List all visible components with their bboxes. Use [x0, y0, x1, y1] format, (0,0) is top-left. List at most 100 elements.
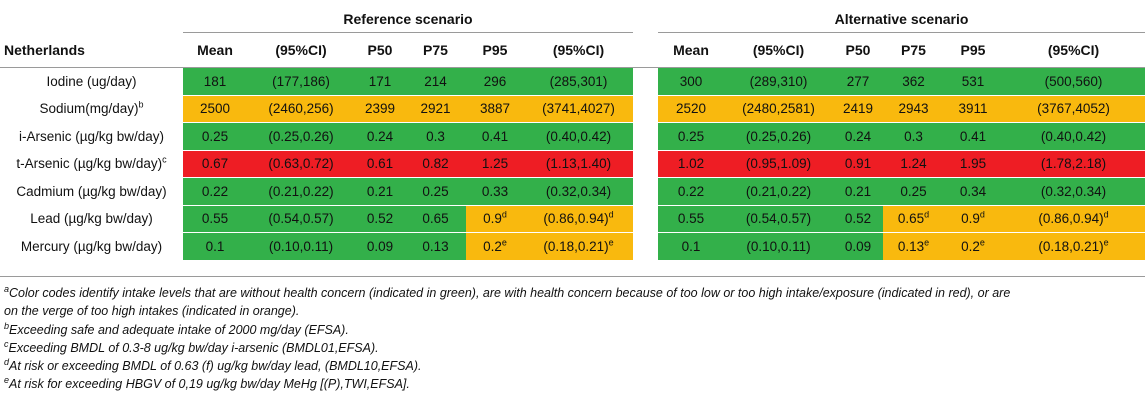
reference-cell: 0.52: [355, 205, 405, 233]
cell-value: 0.22: [201, 183, 229, 199]
reference-cell: 0.82: [405, 150, 466, 178]
cell-value: (289,310): [749, 73, 808, 89]
table-bottom-rule: [0, 276, 1145, 277]
cell-value: 0.41: [481, 128, 509, 144]
reference-cell: (177,186): [247, 67, 355, 96]
row-label: t-Arsenic (µg/kg bw/day)c: [0, 150, 183, 178]
cell-value: 0.65: [422, 211, 449, 227]
alternative-cell: 277: [833, 67, 883, 96]
cell-value: (0.25,0.26): [745, 128, 812, 144]
cell-value: 0.9: [483, 211, 502, 227]
reference-cell: 0.9d: [466, 205, 524, 233]
cell-value: 0.3: [904, 128, 923, 144]
cell-value: 0.13: [897, 238, 925, 254]
cell-value: 3887: [479, 101, 511, 117]
alternative-cell: 0.13e: [883, 232, 944, 261]
reference-cell: 214: [405, 67, 466, 96]
row-label: Sodium(mg/day)b: [0, 95, 183, 123]
cell-value: (285,301): [549, 73, 608, 89]
row-label: Mercury (µg/kg bw/day): [0, 232, 183, 261]
ref-col-header: P50: [355, 32, 405, 68]
reference-cell: 0.22: [183, 177, 247, 206]
alternative-cell: (0.40,0.42): [1002, 122, 1145, 151]
alternative-cell: 0.65d: [883, 205, 944, 233]
cell-value: (0.32,0.34): [545, 183, 612, 199]
row-label: Iodine (ug/day): [0, 67, 183, 96]
alternative-cell: 0.21: [833, 177, 883, 206]
cell-value: (0.40,0.42): [545, 128, 612, 144]
cell-value: 0.25: [201, 128, 229, 144]
footnote-mark: e: [4, 375, 10, 386]
alternative-cell: 2419: [833, 95, 883, 123]
footnote-marker: b: [138, 99, 144, 110]
alt-col-header: P75: [883, 32, 944, 68]
cell-value: (0.18,0.21): [543, 238, 609, 254]
cell-value: (0.63,0.72): [268, 156, 334, 172]
footnote-marker: e: [608, 237, 614, 248]
reference-cell: 0.65: [405, 205, 466, 233]
ref-col-header: P95: [466, 32, 524, 68]
footnote-text: on the verge of too high intakes (indica…: [4, 304, 300, 319]
intake-table: Reference scenario Alternative scenario …: [0, 6, 1145, 261]
alternative-cell: 0.2e: [944, 232, 1002, 261]
alternative-cell: (0.86,0.94)d: [1002, 205, 1145, 233]
reference-cell: (0.40,0.42): [524, 122, 633, 151]
cell-value: 0.55: [677, 211, 705, 227]
reference-cell: 171: [355, 67, 405, 96]
ref-col-header: P75: [405, 32, 466, 68]
alt-col-header: (95%CI): [724, 32, 833, 68]
footnote: dAt risk or exceeding BMDL of 0.63 (f) u…: [4, 357, 1139, 375]
cell-value: 0.9: [961, 211, 980, 227]
reference-cell: 0.67: [183, 150, 247, 178]
footnote-marker: d: [924, 209, 930, 220]
cell-value: 2419: [842, 101, 874, 117]
reference-cell: 0.09: [355, 232, 405, 261]
row-label: Lead (µg/kg bw/day): [0, 205, 183, 233]
cell-value: 0.25: [677, 128, 705, 144]
cell-value: 0.2: [961, 238, 980, 254]
cell-value: (0.54,0.57): [745, 211, 812, 227]
cell-value: 2399: [364, 101, 396, 117]
cell-value: 300: [679, 73, 703, 89]
alternative-cell: 0.24: [833, 122, 883, 151]
cell-value: 296: [483, 73, 507, 89]
row-label: i-Arsenic (µg/kg bw/day): [0, 122, 183, 151]
footnote: eAt risk for exceeding HBGV of 0,19 ug/k…: [4, 375, 1139, 393]
alternative-cell: (500,560): [1002, 67, 1145, 96]
alternative-cell: (0.18,0.21)e: [1002, 232, 1145, 261]
reference-cell: 0.55: [183, 205, 247, 233]
cell-value: 0.22: [677, 183, 705, 199]
cell-value: 181: [203, 73, 227, 89]
alt-col-header: P95: [944, 32, 1002, 68]
footnote-marker: d: [979, 209, 985, 220]
footnote-marker: e: [924, 237, 930, 248]
alternative-scenario-heading: Alternative scenario: [658, 6, 1145, 33]
alternative-cell: (0.25,0.26): [724, 122, 833, 151]
footnote-mark: d: [4, 357, 10, 368]
footnote-text: Color codes identify intake levels that …: [9, 286, 1011, 300]
alternative-cell: 0.41: [944, 122, 1002, 151]
cell-value: (0.40,0.42): [1040, 128, 1107, 144]
reference-cell: 0.25: [183, 122, 247, 151]
alternative-cell: 1.02: [658, 150, 724, 178]
cell-value: (3741,4027): [542, 101, 615, 117]
table-row: Iodine (ug/day) 181 (177,186) 171 214 296 (285…: [0, 67, 1145, 96]
cell-value: 0.21: [366, 183, 394, 199]
cell-value: 0.52: [366, 211, 394, 227]
reference-cell: 2399: [355, 95, 405, 123]
reference-cell: 2921: [405, 95, 466, 123]
alternative-cell: (0.54,0.57): [724, 205, 833, 233]
cell-value: (2460,256): [268, 101, 334, 117]
reference-cell: (0.54,0.57): [247, 205, 355, 233]
alternative-cell: 0.34: [944, 177, 1002, 206]
table-row: Lead (µg/kg bw/day) 0.55 (0.54,0.57) 0.52 0.…: [0, 205, 1145, 233]
reference-cell: 0.41: [466, 122, 524, 151]
cell-value: 0.21: [844, 183, 872, 199]
reference-cell: 0.25: [405, 177, 466, 206]
ref-col-header: Mean: [183, 32, 247, 68]
table-body: Iodine (ug/day) 181 (177,186) 171 214 296 (285…: [0, 67, 1145, 261]
footnote-marker: e: [979, 237, 985, 248]
cell-value: (500,560): [1044, 73, 1103, 89]
alternative-cell: (0.32,0.34): [1002, 177, 1145, 206]
